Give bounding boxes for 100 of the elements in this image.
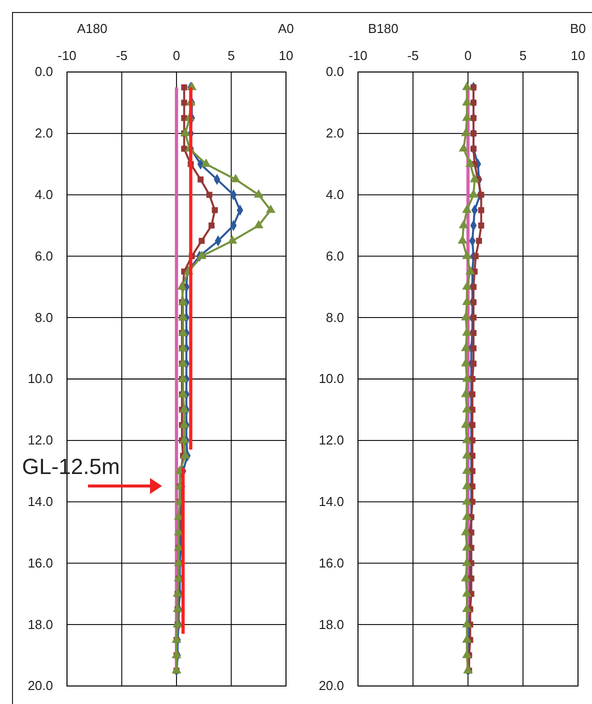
point — [462, 112, 472, 121]
point — [266, 204, 276, 213]
point — [462, 634, 472, 643]
point — [470, 314, 476, 321]
y-tick-label: 18.0 — [28, 616, 53, 632]
point — [198, 238, 205, 244]
point — [206, 192, 212, 198]
y-tick-label: 20.0 — [318, 678, 344, 694]
point — [208, 222, 215, 228]
point — [228, 235, 238, 244]
text: A180 — [77, 21, 108, 36]
text: A0 — [278, 21, 294, 36]
y-tick-label: 2.0 — [326, 126, 344, 141]
point — [462, 450, 472, 459]
point — [172, 634, 182, 643]
point — [179, 434, 189, 444]
point — [470, 115, 476, 122]
y-tick-label: 14.0 — [28, 494, 53, 509]
point — [180, 450, 190, 459]
point — [178, 388, 188, 398]
x-tick-label: -10 — [348, 48, 368, 63]
point — [470, 284, 476, 290]
point — [476, 238, 482, 244]
y-tick-label: 14.0 — [318, 494, 344, 509]
y-tick-label: 4.0 — [326, 186, 344, 202]
point — [178, 312, 188, 320]
x-tick-label: 0 — [464, 48, 472, 63]
x-tick-label: 10 — [570, 48, 586, 63]
point — [462, 588, 472, 597]
x-tick-label: 10 — [278, 48, 294, 63]
point — [462, 466, 472, 474]
point — [462, 204, 472, 213]
point — [201, 158, 211, 167]
point — [254, 189, 264, 198]
point — [463, 665, 473, 674]
point — [179, 420, 189, 428]
point — [478, 222, 484, 228]
point — [212, 207, 218, 214]
text: B180 — [368, 21, 398, 36]
point — [462, 281, 472, 290]
point — [460, 342, 471, 352]
point — [462, 327, 472, 336]
y-tick-label: 8.0 — [326, 310, 344, 325]
point — [460, 388, 471, 398]
x-tick-label: 5 — [519, 48, 527, 63]
point — [470, 360, 476, 367]
point — [172, 604, 182, 612]
point — [470, 174, 480, 182]
point — [178, 296, 188, 306]
point — [460, 128, 471, 136]
point — [468, 189, 478, 198]
point — [462, 480, 472, 490]
y-tick-label: 18.0 — [318, 616, 344, 632]
point — [465, 158, 476, 167]
point — [196, 250, 206, 259]
point — [458, 220, 468, 228]
point — [462, 619, 472, 628]
point — [465, 266, 476, 274]
point — [462, 404, 472, 412]
point — [462, 250, 472, 259]
point — [462, 434, 472, 444]
point — [462, 558, 472, 566]
point — [198, 176, 204, 182]
y-tick-label: 16.0 — [28, 555, 53, 570]
y-tick-label: 20.0 — [28, 678, 53, 694]
point — [462, 97, 472, 106]
point — [172, 588, 182, 597]
text: B0 — [570, 21, 586, 36]
point — [469, 422, 476, 428]
point — [469, 391, 476, 398]
x-tick-label: 0 — [172, 48, 180, 63]
y-tick-label: 12.0 — [318, 432, 344, 448]
point — [177, 281, 187, 290]
point — [472, 253, 479, 260]
point — [462, 542, 472, 551]
point — [181, 84, 188, 90]
y-tick-label: 10.0 — [318, 371, 344, 386]
x-tick-label: -5 — [407, 48, 419, 63]
point — [462, 604, 472, 612]
y-tick-label: 10.0 — [28, 371, 53, 386]
point — [180, 128, 190, 136]
y-tick-label: 6.0 — [326, 248, 344, 264]
point — [458, 235, 468, 244]
point — [470, 299, 476, 306]
point — [458, 143, 468, 152]
y-tick-label: 12.0 — [28, 432, 53, 448]
y-tick-label: 16.0 — [318, 555, 344, 570]
x-tick-label: -5 — [116, 48, 128, 63]
point — [179, 404, 189, 412]
y-tick-label: 0.0 — [326, 64, 344, 80]
point — [460, 573, 471, 582]
x-tick-label: 5 — [228, 48, 235, 63]
point — [470, 146, 476, 152]
point — [478, 192, 484, 198]
x-tick-label: -10 — [58, 48, 76, 63]
y-tick-label: 0.0 — [34, 64, 53, 80]
y-tick-label: 6.0 — [34, 248, 53, 264]
point — [478, 207, 484, 214]
point — [460, 312, 471, 320]
point — [460, 420, 471, 428]
